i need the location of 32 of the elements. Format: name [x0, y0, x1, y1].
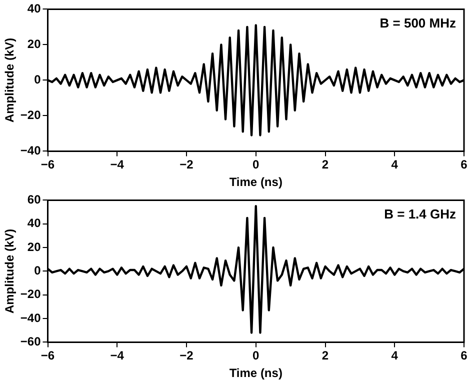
x-tick-label: −4	[110, 348, 124, 363]
y-tick-label: −40	[20, 310, 42, 325]
y-tick-label: 0	[34, 72, 42, 87]
y-axis-title: Amplitude (kV)	[2, 228, 17, 314]
y-tick-label: −60	[20, 334, 42, 349]
annotation: B = 1.4 GHz	[384, 206, 456, 222]
x-tick-label: −4	[110, 158, 124, 172]
y-tick-label: 20	[27, 240, 42, 254]
y-tick-label: 40	[27, 216, 42, 230]
x-tick-label: 0	[252, 158, 260, 172]
x-tick-label: −2	[180, 158, 194, 172]
x-tick-label: 6	[460, 348, 468, 363]
y-tick-label: 60	[27, 192, 42, 207]
y-tick-label: −20	[20, 287, 42, 302]
x-tick-label: −6	[40, 158, 55, 172]
y-tick-label: 0	[34, 264, 42, 278]
x-axis-title: Time (ns)	[229, 366, 282, 380]
x-tick-label: 6	[460, 158, 468, 172]
y-tick-label: 20	[27, 37, 42, 52]
x-tick-label: 2	[322, 348, 329, 363]
x-tick-label: −6	[40, 348, 55, 363]
x-axis-title: Time (ns)	[229, 175, 282, 190]
x-tick-label: 0	[252, 348, 260, 363]
x-tick-label: 4	[391, 348, 398, 363]
x-tick-label: −2	[180, 348, 194, 363]
x-tick-label: 4	[391, 158, 398, 172]
y-tick-label: 40	[27, 2, 42, 16]
x-tick-label: 2	[322, 158, 329, 172]
y-tick-label: −40	[20, 144, 42, 158]
y-axis-title: Amplitude (kV)	[2, 38, 17, 123]
annotation: B = 500 MHz	[380, 15, 456, 30]
y-tick-label: −20	[20, 108, 42, 122]
